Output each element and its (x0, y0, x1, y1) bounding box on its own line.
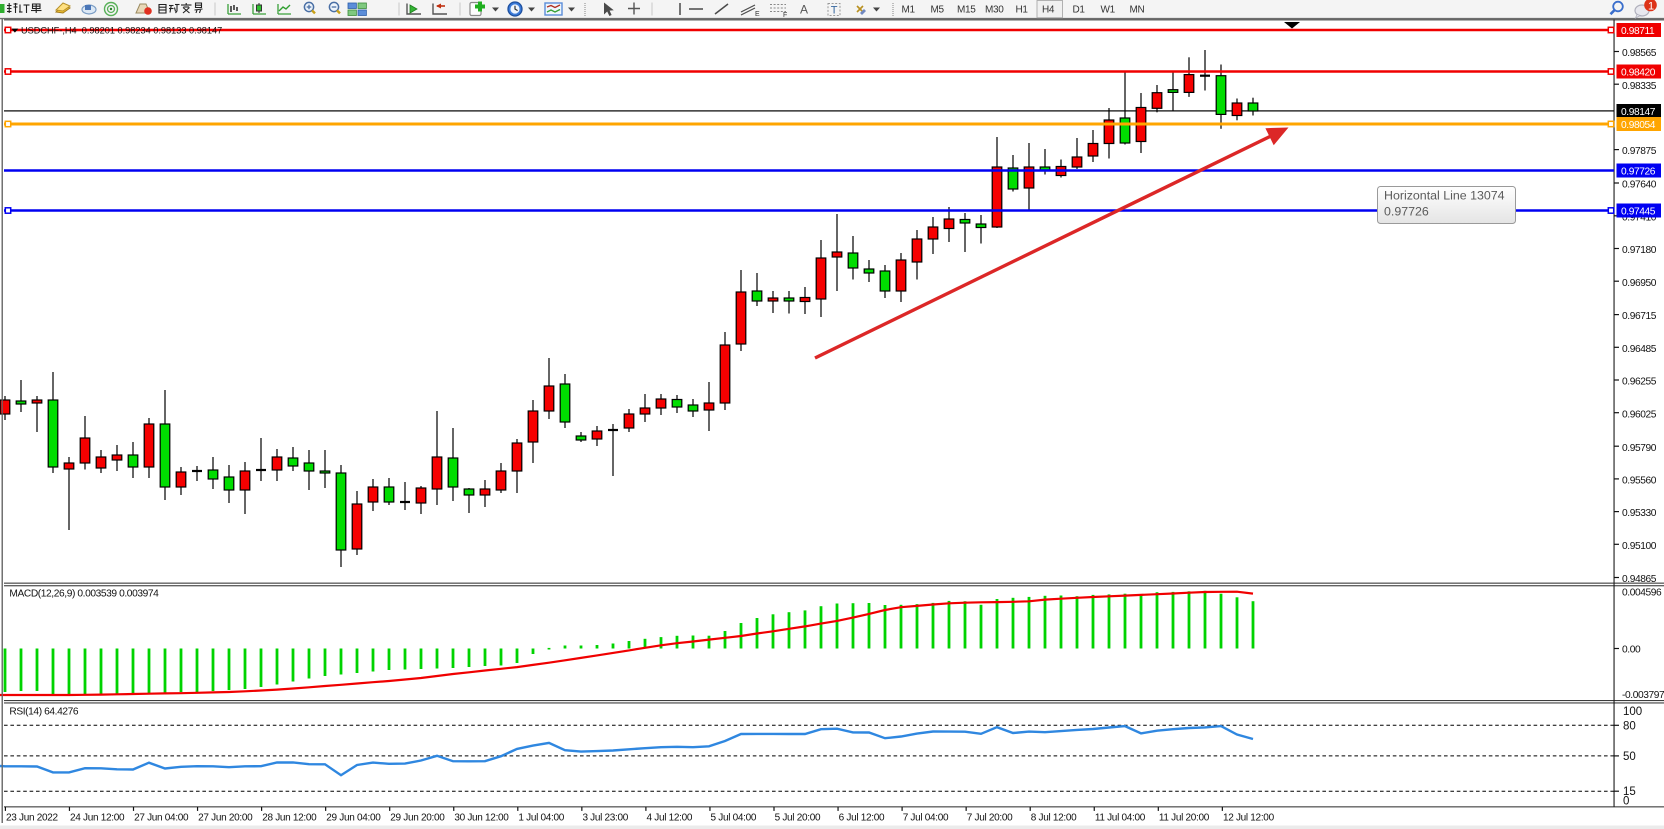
svg-text:30 Jun 12:00: 30 Jun 12:00 (454, 812, 509, 823)
svg-text:24 Jun 12:00: 24 Jun 12:00 (70, 812, 125, 823)
svg-text:0.98565: 0.98565 (1622, 48, 1657, 59)
svg-text:27 Jun 20:00: 27 Jun 20:00 (198, 812, 253, 823)
svg-text:8 Jul 12:00: 8 Jul 12:00 (1031, 812, 1077, 823)
svg-text:15: 15 (1623, 786, 1636, 798)
svg-text:23 Jun 2022: 23 Jun 2022 (6, 812, 58, 823)
svg-text:0.96715: 0.96715 (1622, 311, 1657, 322)
svg-text:7 Jul 04:00: 7 Jul 04:00 (903, 812, 949, 823)
svg-text:M15: M15 (957, 5, 976, 16)
svg-text:M30: M30 (985, 5, 1004, 16)
svg-text:3 Jul 23:00: 3 Jul 23:00 (582, 812, 628, 823)
svg-text:0.97726: 0.97726 (1621, 167, 1656, 178)
svg-text:0.94865: 0.94865 (1622, 574, 1657, 585)
svg-text:0.96950: 0.96950 (1622, 278, 1657, 289)
svg-text:4 Jul 12:00: 4 Jul 12:00 (647, 812, 693, 823)
svg-text:0.97180: 0.97180 (1622, 245, 1657, 256)
svg-text:0.95790: 0.95790 (1622, 443, 1657, 454)
svg-text:0.98147: 0.98147 (1621, 107, 1656, 118)
svg-text:H1: H1 (1016, 5, 1029, 16)
svg-text:0.95560: 0.95560 (1622, 476, 1657, 487)
svg-text:5 Jul 04:00: 5 Jul 04:00 (711, 812, 757, 823)
svg-text:29 Jun 04:00: 29 Jun 04:00 (326, 812, 381, 823)
svg-text:100: 100 (1623, 706, 1642, 718)
svg-text:0.97875: 0.97875 (1622, 146, 1657, 157)
svg-text:MN: MN (1130, 5, 1145, 16)
svg-text:0.98420: 0.98420 (1621, 68, 1656, 79)
svg-text:W1: W1 (1101, 5, 1116, 16)
svg-text:7 Jul 20:00: 7 Jul 20:00 (967, 812, 1013, 823)
svg-text:MACD(12,26,9) 0.003539 0.00397: MACD(12,26,9) 0.003539 0.003974 (9, 589, 159, 600)
svg-text:F: F (783, 12, 787, 19)
svg-text:6 Jul 12:00: 6 Jul 12:00 (839, 812, 885, 823)
svg-text:27 Jun 04:00: 27 Jun 04:00 (134, 812, 189, 823)
svg-text:M5: M5 (931, 5, 945, 16)
svg-text:0.00: 0.00 (1622, 644, 1641, 655)
svg-text:T: T (831, 5, 838, 17)
svg-text:Horizontal Line 13074: Horizontal Line 13074 (1384, 188, 1505, 202)
svg-text:H4: H4 (1042, 5, 1055, 16)
svg-text:E: E (755, 11, 760, 18)
svg-text:0.96255: 0.96255 (1622, 377, 1657, 388)
svg-text:RSI(14) 64.4276: RSI(14) 64.4276 (9, 707, 78, 718)
svg-text:5 Jul 20:00: 5 Jul 20:00 (775, 812, 821, 823)
svg-text:28 Jun 12:00: 28 Jun 12:00 (262, 812, 317, 823)
svg-text:0.97726: 0.97726 (1384, 205, 1429, 219)
svg-text:0.98335: 0.98335 (1622, 81, 1657, 92)
svg-text:50: 50 (1623, 751, 1636, 763)
svg-text:29 Jun 20:00: 29 Jun 20:00 (390, 812, 445, 823)
svg-text:11 Jul 04:00: 11 Jul 04:00 (1095, 812, 1146, 823)
svg-text:12 Jul 12:00: 12 Jul 12:00 (1223, 812, 1275, 823)
svg-text:0.96025: 0.96025 (1622, 409, 1657, 420)
svg-text:11 Jul 20:00: 11 Jul 20:00 (1159, 812, 1210, 823)
svg-text:1 Jul 04:00: 1 Jul 04:00 (518, 812, 564, 823)
svg-text:-0.003797: -0.003797 (1622, 690, 1664, 701)
svg-text:0.95330: 0.95330 (1622, 508, 1657, 519)
svg-text:0.96485: 0.96485 (1622, 344, 1657, 355)
svg-text:M1: M1 (902, 5, 916, 16)
svg-text:USDCHF-,H4 0.98201 0.98234 0.: USDCHF-,H4 0.98201 0.98234 0.98133 0.981… (21, 26, 222, 36)
svg-text:A: A (800, 3, 808, 17)
svg-text:0.97445: 0.97445 (1621, 207, 1656, 218)
svg-text:0.97410: 0.97410 (1622, 212, 1657, 223)
svg-text:1: 1 (1648, 1, 1654, 13)
svg-text:0: 0 (1623, 796, 1629, 808)
svg-text:0.98711: 0.98711 (1621, 26, 1655, 37)
svg-text:0.95100: 0.95100 (1622, 541, 1657, 552)
svg-text:0.004596: 0.004596 (1622, 588, 1662, 599)
svg-text:D1: D1 (1073, 5, 1086, 16)
svg-text:80: 80 (1623, 720, 1636, 732)
svg-text:0.98054: 0.98054 (1621, 120, 1656, 131)
svg-text:0.97640: 0.97640 (1622, 180, 1657, 191)
